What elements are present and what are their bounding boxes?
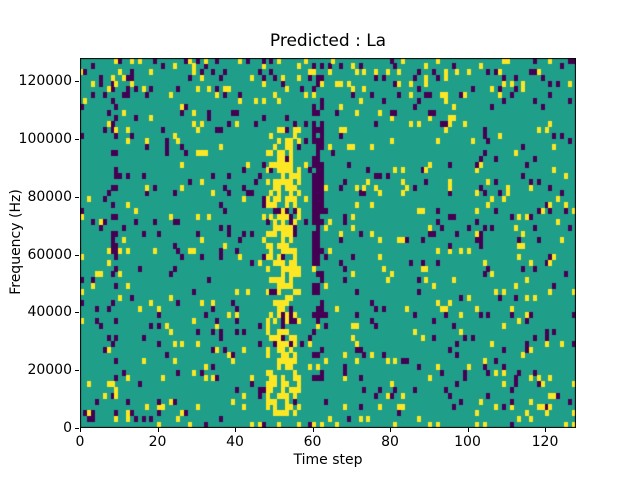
heatmap-canvas [80,58,576,428]
x-tick-label: 120 [531,434,559,450]
y-tick-mark [75,254,79,256]
x-tick-mark [467,428,469,432]
x-tick-mark [235,428,236,432]
y-axis-label: Frequency (Hz) [8,189,24,295]
chart-title: Predicted : La [269,31,387,51]
y-tick-mark [75,428,79,429]
y-tick-label: 60000 [27,246,72,263]
x-tick-label: 80 [381,434,399,450]
y-tick-mark [75,196,79,198]
y-tick-label: 0 [63,420,72,436]
x-tick-mark [80,428,81,432]
x-tick-label: 40 [226,434,244,450]
y-tick-mark [75,312,79,314]
x-tick-label: 0 [75,434,85,450]
y-tick-label: 100000 [18,130,72,147]
y-tick-mark [75,138,79,140]
y-tick-label: 120000 [18,73,72,90]
x-tick-mark [312,428,314,432]
x-tick-label: 100 [454,434,481,450]
y-tick-label: 80000 [27,188,72,205]
y-tick-label: 20000 [27,362,72,379]
x-tick-mark [390,428,391,432]
x-tick-mark [157,428,159,432]
x-tick-label: 20 [148,434,167,450]
y-tick-mark [75,370,79,372]
x-axis-label: Time step [293,452,363,468]
y-tick-label: 40000 [27,304,72,321]
x-tick-mark [545,428,546,432]
y-tick-mark [75,81,79,83]
x-tick-label: 60 [303,434,322,450]
